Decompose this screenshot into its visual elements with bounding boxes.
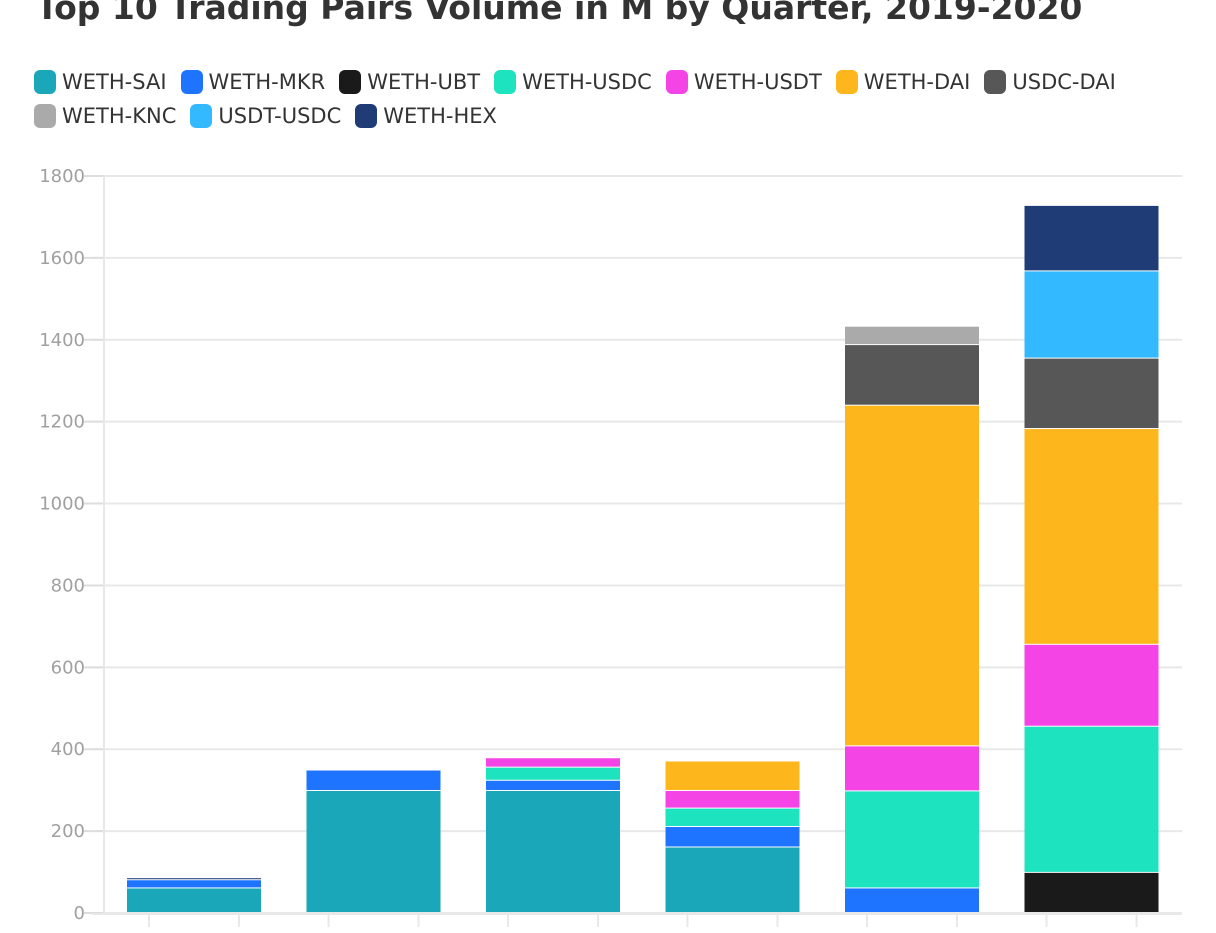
chart-title: Top 10 Trading Pairs Volume in M by Quar… [36,0,1083,27]
y-tick-label: 0 [74,903,85,924]
legend: WETH-SAI WETH-MKR WETH-UBT WETH-USDC WETH-US… [34,68,1204,130]
bar-segment[interactable] [1024,644,1159,726]
bar-segment[interactable] [306,770,441,790]
bar-segment[interactable] [845,345,979,405]
legend-swatch [494,70,517,94]
legend-item[interactable]: WETH-USDC [494,68,652,96]
bar-segment[interactable] [1024,429,1159,644]
bar-segment[interactable] [665,827,800,847]
legend-item[interactable]: WETH-DAI [835,68,971,96]
y-tick-label: 1400 [39,330,85,351]
legend-swatch [34,70,56,94]
bar-segment[interactable] [665,790,800,808]
legend-label: WETH-DAI [863,70,971,94]
legend-item[interactable]: WETH-UBT [339,68,480,96]
y-tick-label: 1200 [39,412,85,433]
bar-segment[interactable] [1024,726,1159,872]
legend-swatch [34,104,56,128]
legend-swatch [665,70,688,94]
legend-item[interactable]: WETH-USDT [665,68,822,96]
legend-label: WETH-USDT [693,70,822,94]
bar-segment[interactable] [665,761,800,790]
y-tick-label: 1000 [39,494,85,515]
legend-item[interactable]: USDT-USDC [190,102,341,130]
y-tick-label: 600 [51,657,85,678]
y-tick-label: 1600 [39,248,85,269]
bar-segment[interactable] [127,880,261,888]
bar-segment[interactable] [1024,271,1159,358]
legend-label: USDT-USDC [218,104,342,128]
legend-label: WETH-SAI [62,70,167,94]
bar-segment[interactable] [845,326,979,345]
bar-segment[interactable] [665,808,800,827]
bar-segment[interactable] [845,791,979,888]
legend-item[interactable]: WETH-HEX [355,102,497,130]
legend-swatch [984,70,1007,94]
bar-segment[interactable] [127,878,261,880]
y-tick-label: 400 [51,739,85,760]
y-tick-label: 200 [51,821,85,842]
bar-segment[interactable] [486,780,620,790]
bar-segment[interactable] [1024,358,1159,429]
bar-segment[interactable] [486,758,620,767]
bar-segment[interactable] [1024,872,1159,912]
bar-segment[interactable] [486,790,620,912]
legend-item[interactable]: WETH-SAI [34,68,167,96]
bar-segment[interactable] [127,888,261,912]
legend-item[interactable]: WETH-MKR [180,68,326,96]
legend-swatch [355,104,378,128]
legend-swatch [835,70,858,94]
legend-swatch [180,70,203,94]
legend-item[interactable]: WETH-KNC [34,102,176,130]
legend-label: WETH-USDC [522,70,652,94]
bar-segment[interactable] [845,746,979,791]
bar-segment[interactable] [1024,205,1159,271]
bar-segment[interactable] [845,405,979,746]
bar-segment[interactable] [486,767,620,780]
legend-label: WETH-MKR [208,70,326,94]
legend-label: WETH-HEX [383,104,497,128]
legend-label: USDC-DAI [1012,70,1116,94]
legend-swatch [339,70,362,94]
bar-segment[interactable] [665,847,800,912]
bar-segment[interactable] [306,790,441,912]
legend-swatch [190,104,213,128]
legend-label: WETH-KNC [62,104,177,128]
legend-item[interactable]: USDC-DAI [984,68,1116,96]
y-tick-label: 800 [51,575,85,596]
bar-segment[interactable] [845,888,979,912]
y-tick-label: 1800 [39,166,85,187]
legend-label: WETH-UBT [367,70,481,94]
